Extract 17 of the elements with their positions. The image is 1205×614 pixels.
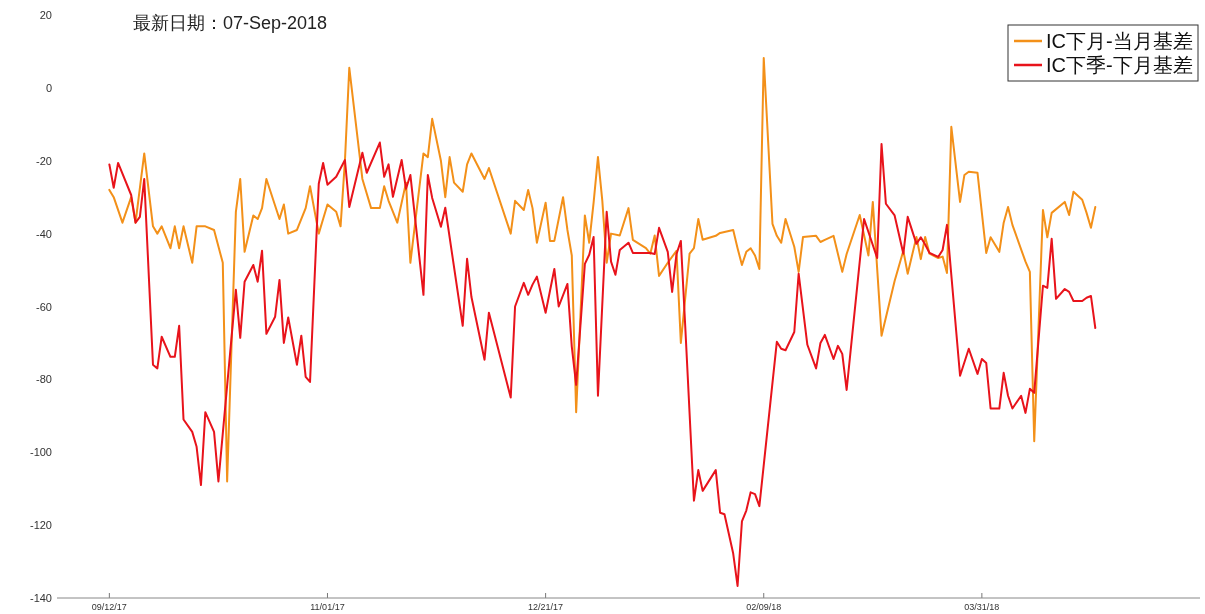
y-tick-label: -140 bbox=[29, 592, 52, 604]
y-tick-label: -120 bbox=[29, 519, 52, 532]
y-tick-label: -20 bbox=[36, 154, 52, 167]
x-tick-label: 02/09/18 bbox=[746, 602, 782, 612]
chart-title: 最新日期：07-Sep-2018 bbox=[133, 13, 328, 33]
x-tick-label: 09/12/17 bbox=[91, 602, 127, 612]
x-tick-label: 12/21/17 bbox=[528, 602, 564, 612]
x-tick-label: 11/01/17 bbox=[310, 602, 345, 612]
y-tick-label: -60 bbox=[36, 300, 52, 313]
y-tick-label: 20 bbox=[39, 9, 52, 21]
legend-label: IC下月-当月基差 bbox=[1046, 30, 1193, 52]
y-tick-label: -100 bbox=[29, 446, 52, 459]
legend-label: IC下季-下月基差 bbox=[1046, 54, 1193, 76]
y-tick-label: 0 bbox=[45, 81, 52, 94]
x-tick-label: 03/31/18 bbox=[964, 602, 1000, 612]
y-tick-label: -80 bbox=[36, 373, 52, 386]
y-tick-label: -40 bbox=[36, 227, 52, 240]
